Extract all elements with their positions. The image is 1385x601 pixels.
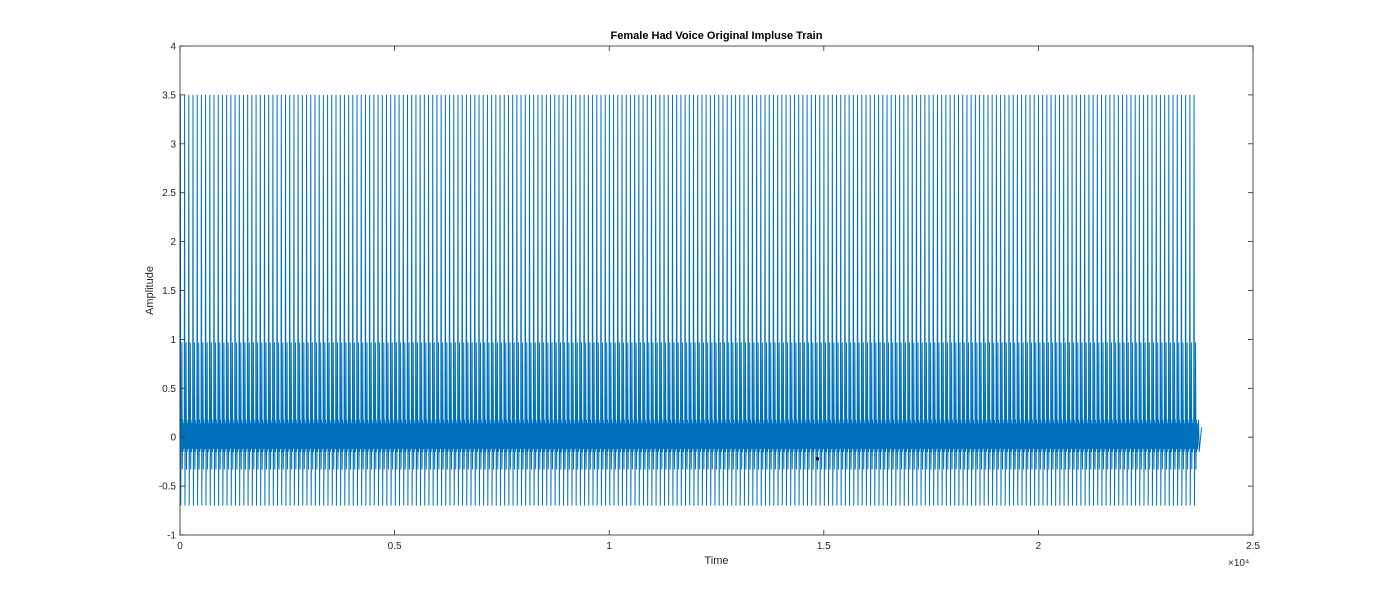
y-tick-label-6: 2 bbox=[170, 237, 176, 248]
x-tick-label-4: 2 bbox=[1036, 541, 1042, 552]
x-tick-label-0: 0 bbox=[177, 541, 183, 552]
x-axis-ticks: 0 0.5 1 1.5 2 2.5 bbox=[177, 46, 1260, 552]
x-axis-exponent-label: ×10⁴ bbox=[1228, 558, 1249, 569]
y-tick-label-0: -1 bbox=[167, 531, 176, 542]
y-tick-label-5: 1.5 bbox=[162, 286, 176, 297]
y-tick-label-8: 3 bbox=[170, 139, 176, 150]
series-line-1 bbox=[179, 94, 1202, 506]
chart-title: Female Had Voice Original Impluse Train bbox=[611, 30, 823, 42]
y-tick-label-1: -0.5 bbox=[159, 482, 177, 493]
y-tick-label-2: 0 bbox=[170, 433, 176, 444]
y-tick-label-4: 1 bbox=[170, 335, 176, 346]
y-tick-label-3: 0.5 bbox=[162, 384, 176, 395]
y-tick-label-7: 2.5 bbox=[162, 188, 176, 199]
y-axis-label: Amplitude bbox=[144, 266, 156, 315]
data-marker-1 bbox=[815, 457, 819, 461]
y-tick-label-9: 3.5 bbox=[162, 90, 176, 101]
x-tick-label-3: 1.5 bbox=[817, 541, 831, 552]
x-axis-label: Time bbox=[704, 555, 728, 567]
y-axis-ticks: -1 -0.5 0 0.5 1 1.5 2 2.5 3 3.5 4 bbox=[159, 42, 1253, 542]
x-tick-label-2: 1 bbox=[606, 541, 612, 552]
y-tick-label-10: 4 bbox=[170, 42, 176, 53]
plot-area bbox=[179, 94, 1202, 506]
x-tick-label-5: 2.5 bbox=[1246, 541, 1260, 552]
x-tick-label-1: 0.5 bbox=[388, 541, 402, 552]
